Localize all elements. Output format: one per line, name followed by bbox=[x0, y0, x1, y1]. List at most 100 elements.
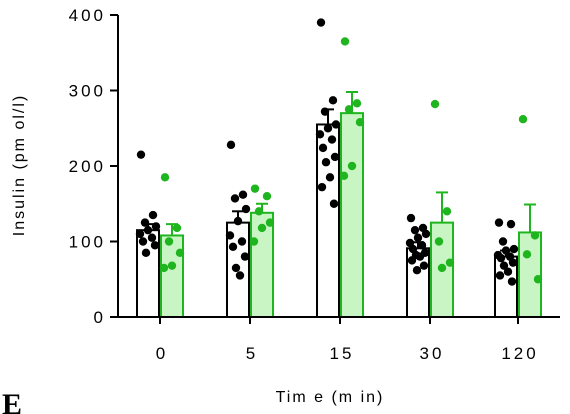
data-point-s0-5-7 bbox=[228, 242, 238, 251]
data-point-s0-5-0 bbox=[226, 140, 236, 150]
data-point-s0-0-4 bbox=[143, 225, 153, 235]
data-point-s1-0-0 bbox=[160, 173, 170, 182]
data-point-s0-30-11 bbox=[407, 256, 417, 265]
data-point-s1-120-3 bbox=[533, 275, 543, 284]
data-point-s0-0-3 bbox=[151, 222, 161, 231]
data-point-s0-15-2 bbox=[320, 107, 330, 116]
y-tick-label-0: 0 bbox=[94, 308, 106, 327]
data-point-s0-15-9 bbox=[321, 158, 331, 167]
data-point-s0-30-6 bbox=[417, 241, 427, 250]
data-point-s0-120-3 bbox=[509, 244, 519, 254]
data-point-s1-5-5 bbox=[249, 237, 259, 246]
axes-layer: 0 100 200 300 400 0 5 15 30 120 bbox=[69, 6, 560, 363]
data-point-s1-30-0 bbox=[430, 99, 440, 109]
data-point-s1-0-3 bbox=[175, 248, 185, 258]
data-point-s1-5-0 bbox=[250, 184, 260, 193]
data-point-s1-30-4 bbox=[437, 263, 447, 273]
bar-s1-120 bbox=[518, 231, 542, 318]
data-point-s0-120-4 bbox=[501, 246, 511, 255]
data-point-s0-5-10 bbox=[235, 271, 245, 280]
data-point-s0-15-4 bbox=[323, 124, 333, 133]
data-point-s0-0-2 bbox=[140, 218, 150, 227]
data-point-s0-15-8 bbox=[330, 152, 340, 162]
data-point-s0-120-12 bbox=[507, 277, 517, 286]
data-point-s0-15-5 bbox=[315, 130, 325, 139]
data-point-s0-120-11 bbox=[495, 271, 505, 280]
data-point-s1-15-3 bbox=[355, 118, 365, 127]
data-point-s0-5-8 bbox=[240, 252, 250, 261]
data-point-s0-30-4 bbox=[413, 233, 423, 242]
data-point-s0-0-0 bbox=[136, 150, 146, 159]
data-point-s0-30-2 bbox=[410, 225, 420, 235]
data-point-s1-120-2 bbox=[522, 250, 532, 259]
x-axis-title: Tim e (m in) bbox=[276, 389, 385, 406]
x-tick-label-30: 30 bbox=[420, 344, 445, 363]
data-point-s0-0-9 bbox=[141, 248, 151, 258]
data-point-s1-30-3 bbox=[445, 258, 455, 267]
data-point-s0-0-6 bbox=[147, 233, 157, 242]
data-point-s0-15-1 bbox=[328, 96, 338, 105]
data-point-s1-15-0 bbox=[340, 37, 350, 46]
data-point-s0-120-10 bbox=[503, 267, 513, 276]
data-point-s1-0-1 bbox=[172, 223, 182, 233]
y-tick-label-100: 100 bbox=[69, 233, 106, 252]
data-point-s1-30-1 bbox=[442, 207, 452, 216]
bar-s1-0 bbox=[160, 234, 184, 319]
data-point-s0-5-2 bbox=[230, 194, 240, 203]
data-point-s1-5-4 bbox=[257, 223, 267, 233]
data-point-s0-0-7 bbox=[138, 237, 148, 246]
data-point-s0-30-0 bbox=[406, 213, 416, 223]
panel-letter: E bbox=[2, 388, 22, 414]
data-point-s0-15-0 bbox=[316, 18, 326, 27]
data-point-s1-15-1 bbox=[352, 99, 362, 108]
data-point-s1-120-0 bbox=[518, 114, 528, 124]
points-layer bbox=[135, 18, 543, 286]
data-point-s1-120-1 bbox=[530, 231, 540, 240]
data-point-s0-15-10 bbox=[325, 173, 335, 182]
data-point-s0-120-1 bbox=[506, 219, 516, 229]
x-tick-label-15: 15 bbox=[330, 344, 355, 363]
y-tick-label-200: 200 bbox=[69, 157, 106, 176]
data-point-s0-5-1 bbox=[238, 190, 248, 199]
x-tick-label-120: 120 bbox=[501, 344, 538, 363]
data-point-s0-30-13 bbox=[412, 265, 422, 275]
data-point-s0-15-12 bbox=[329, 199, 339, 208]
data-point-s1-30-2 bbox=[434, 237, 444, 246]
data-point-s0-30-10 bbox=[415, 252, 425, 261]
data-point-s0-120-0 bbox=[494, 218, 504, 227]
data-point-s0-5-4 bbox=[233, 216, 243, 226]
data-point-s1-0-4 bbox=[167, 261, 177, 270]
data-point-s1-0-5 bbox=[159, 263, 169, 273]
data-point-s0-120-8 bbox=[508, 258, 518, 267]
y-tick-label-400: 400 bbox=[69, 6, 106, 25]
data-point-s1-5-2 bbox=[254, 207, 264, 216]
data-point-s0-15-11 bbox=[317, 182, 327, 192]
data-point-s0-0-5 bbox=[135, 229, 145, 239]
data-point-s0-120-2 bbox=[498, 237, 508, 246]
data-point-s0-15-3 bbox=[331, 120, 341, 129]
data-point-s0-5-9 bbox=[231, 263, 241, 273]
y-tick-label-300: 300 bbox=[69, 82, 106, 101]
bar-s1-15 bbox=[340, 112, 364, 319]
x-tick-label-5: 5 bbox=[246, 344, 258, 363]
data-point-s1-5-1 bbox=[262, 192, 272, 201]
data-point-s1-5-3 bbox=[265, 218, 275, 227]
x-tick-label-0: 0 bbox=[156, 344, 168, 363]
data-point-s1-15-5 bbox=[339, 171, 349, 181]
data-point-s0-120-7 bbox=[496, 253, 506, 263]
data-point-s0-30-3 bbox=[421, 229, 431, 239]
data-point-s1-15-4 bbox=[347, 161, 357, 171]
data-point-s0-15-7 bbox=[318, 143, 328, 153]
data-point-s0-0-1 bbox=[148, 210, 158, 220]
data-point-s0-15-6 bbox=[327, 135, 337, 144]
data-point-s0-5-3 bbox=[241, 204, 251, 214]
data-point-s0-0-8 bbox=[150, 241, 160, 250]
data-point-s0-5-6 bbox=[237, 237, 247, 246]
data-point-s1-15-2 bbox=[344, 105, 354, 114]
data-point-s0-30-12 bbox=[419, 261, 429, 270]
data-point-s0-120-9 bbox=[499, 261, 509, 270]
y-axis-title: Insulin (pm ol/l) bbox=[11, 94, 28, 236]
data-point-s0-5-5 bbox=[225, 231, 235, 240]
data-point-s1-0-2 bbox=[164, 237, 174, 246]
